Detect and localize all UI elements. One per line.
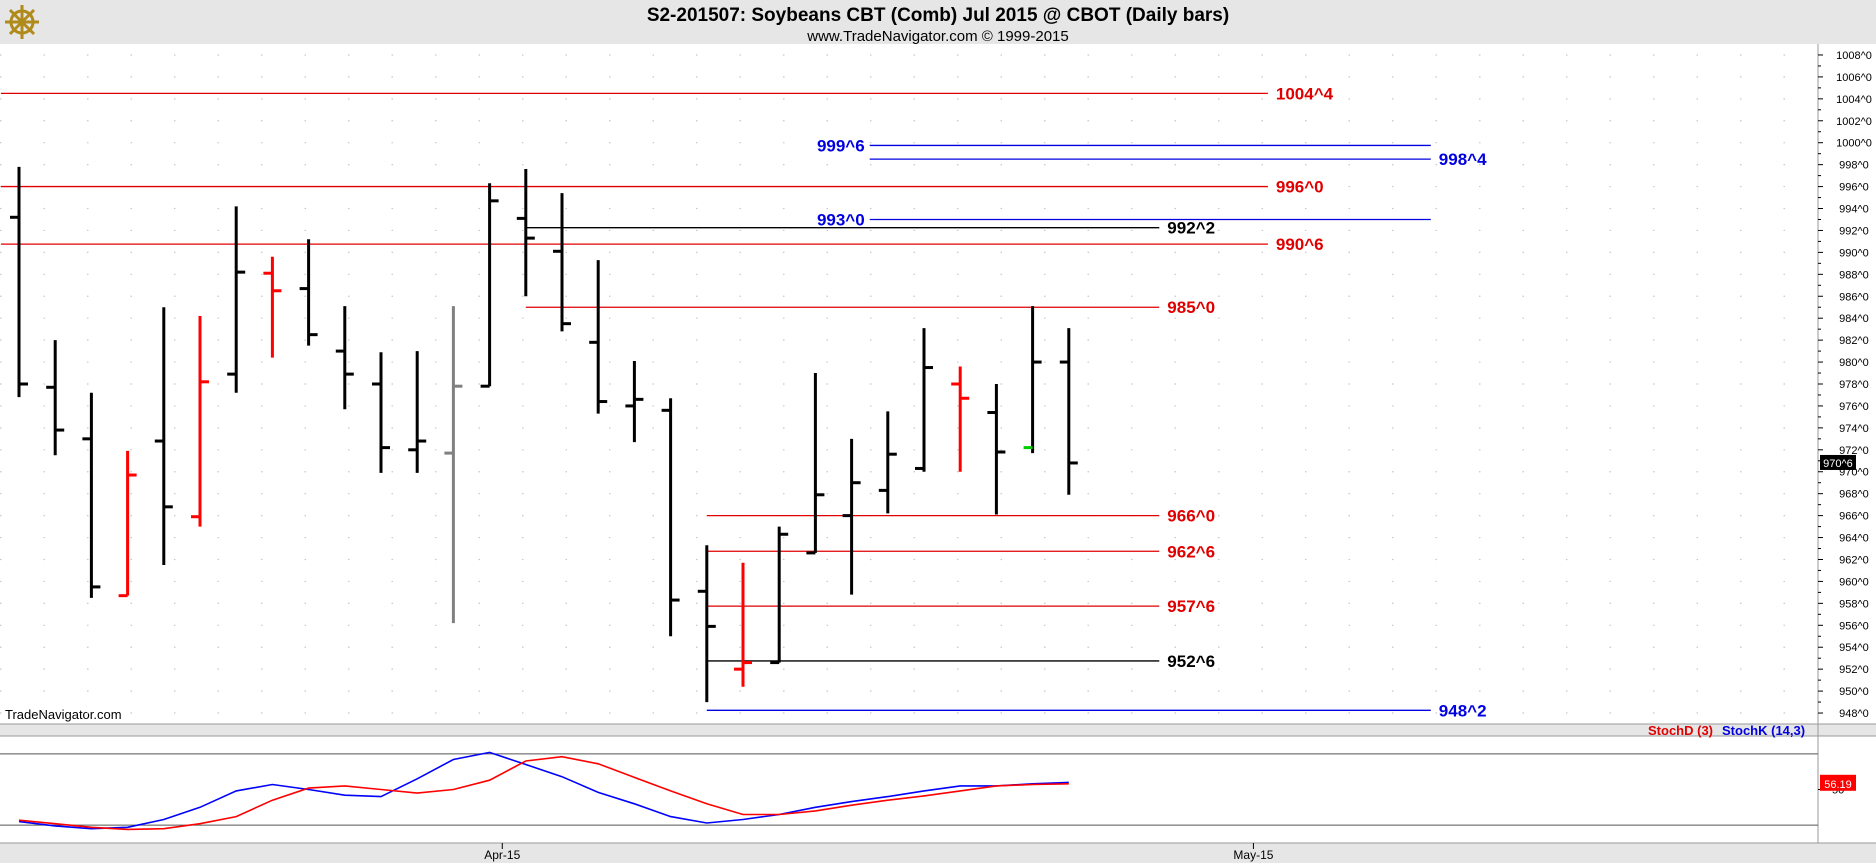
ohlc-bar: [915, 328, 933, 472]
ohlc-bar: [987, 384, 1006, 515]
level-label: 948^2: [1439, 701, 1487, 720]
y-tick-label: 988^0: [1839, 269, 1869, 281]
y-tick-label: 968^0: [1839, 489, 1869, 501]
level-label: 996^0: [1276, 178, 1324, 197]
y-tick-label: 960^0: [1839, 576, 1869, 588]
level-label: 952^6: [1167, 652, 1215, 671]
price-pane[interactable]: [0, 44, 1818, 724]
y-tick-label: 948^0: [1839, 708, 1869, 720]
legend-stochd: StochD (3): [1648, 723, 1713, 738]
ohlc-bar: [372, 352, 390, 473]
y-tick-label: 964^0: [1839, 533, 1869, 545]
chart-title: S2-201507: Soybeans CBT (Comb) Jul 2015 …: [647, 5, 1229, 26]
price-axis[interactable]: [1818, 44, 1876, 724]
y-tick-label: 996^0: [1839, 182, 1869, 194]
level-label: 998^4: [1439, 150, 1487, 169]
ohlc-bar: [661, 398, 680, 637]
y-tick-label: 982^0: [1839, 335, 1869, 347]
ohlc-bar: [408, 351, 427, 473]
level-label: 957^6: [1167, 597, 1215, 616]
ohlc-bar: [227, 206, 246, 393]
level-label: 985^0: [1167, 298, 1215, 317]
level-label: 992^2: [1167, 219, 1215, 238]
ohlc-bar: [480, 183, 499, 388]
y-tick-label: 956^0: [1839, 620, 1869, 632]
ohlc-bar: [1059, 328, 1078, 495]
level-label: 966^0: [1167, 507, 1215, 526]
stochastic-pane[interactable]: [0, 736, 1818, 843]
y-tick-label: 966^0: [1839, 511, 1869, 523]
y-tick-label: 972^0: [1839, 445, 1869, 457]
stoch-series-line: [18, 755, 1069, 831]
y-tick-label: 984^0: [1839, 313, 1869, 325]
ohlc-bar: [734, 562, 752, 687]
y-tick-label: 952^0: [1839, 664, 1869, 676]
ohlc-bar: [770, 526, 789, 665]
level-label: 1004^4: [1276, 84, 1334, 103]
ohlc-bar: [299, 239, 318, 346]
legend-stochk: StochK (14,3): [1722, 723, 1805, 738]
ohlc-bar: [589, 260, 608, 414]
level-label: 993^0: [817, 210, 865, 229]
y-tick-label: 1004^0: [1836, 94, 1872, 106]
ohlc-bar: [806, 373, 825, 555]
stoch-last-label: 56.19: [1824, 779, 1852, 791]
ohlc-bars: [10, 166, 1078, 703]
y-tick-label: 950^0: [1839, 686, 1869, 698]
y-tick-label: 994^0: [1839, 204, 1869, 216]
ohlc-bar: [553, 193, 571, 332]
y-tick-label: 1008^0: [1836, 50, 1872, 62]
x-tick-label: May-15: [1233, 848, 1273, 862]
y-tick-label: 976^0: [1839, 401, 1869, 413]
ship-wheel-icon[interactable]: [5, 5, 39, 39]
y-tick-label: 1000^0: [1836, 138, 1872, 150]
stoch-last-badge: [1820, 774, 1856, 791]
ohlc-bar: [335, 306, 354, 410]
price-levels: 1004^4 999^6 998^4 996^0 993^0 992^2 990^6 985^…: [0, 84, 1487, 720]
y-tick-label: 974^0: [1839, 423, 1869, 435]
ohlc-bar: [444, 306, 463, 624]
y-tick-label: 1006^0: [1836, 72, 1872, 84]
level-label: 990^6: [1276, 235, 1324, 254]
date-axis-labels: Apr-15 May-15: [484, 843, 1274, 862]
y-tick-label: 962^0: [1839, 554, 1869, 566]
ohlc-bar: [951, 366, 970, 472]
ohlc-bar: [191, 316, 209, 527]
y-tick-label: 998^0: [1839, 160, 1869, 172]
watermark: TradeNavigator.com: [5, 707, 122, 722]
y-tick-label: 986^0: [1839, 291, 1869, 303]
y-tick-label: 990^0: [1839, 247, 1869, 259]
x-tick-label: Apr-15: [484, 848, 520, 862]
stochastic-lines: 5056.19: [0, 751, 1856, 831]
level-label: 962^6: [1167, 542, 1215, 561]
y-tick-label: 980^0: [1839, 357, 1869, 369]
y-tick-label: 954^0: [1839, 642, 1869, 654]
ohlc-bar: [1023, 306, 1042, 454]
y-tick-label: 992^0: [1839, 225, 1869, 237]
last-price-label: 970^6: [1823, 458, 1853, 470]
ohlc-bar: [118, 450, 137, 598]
y-tick-label: 978^0: [1839, 379, 1869, 391]
price-axis-ticks: 1008^0 1006^0 1004^0 1002^0 1000^0 998^0 996^0…: [1818, 50, 1872, 720]
last-price-badge: [1820, 454, 1856, 470]
ohlc-bar: [154, 307, 173, 565]
ohlc-bar: [878, 411, 897, 514]
chart-subtitle: www.TradeNavigator.com © 1999-2015: [806, 28, 1068, 45]
ohlc-bar: [46, 340, 65, 456]
ohlc-bar: [697, 545, 716, 703]
ohlc-bar: [82, 392, 101, 598]
level-label: 999^6: [817, 136, 865, 155]
ohlc-bar: [516, 169, 535, 297]
ohlc-bar: [625, 360, 644, 443]
y-tick-label: 958^0: [1839, 598, 1869, 610]
y-tick-label: 1002^0: [1836, 116, 1872, 128]
ohlc-bar: [263, 256, 282, 358]
ohlc-bar: [842, 438, 861, 595]
stoch-series-line: [18, 751, 1069, 830]
ohlc-bar: [10, 166, 28, 398]
